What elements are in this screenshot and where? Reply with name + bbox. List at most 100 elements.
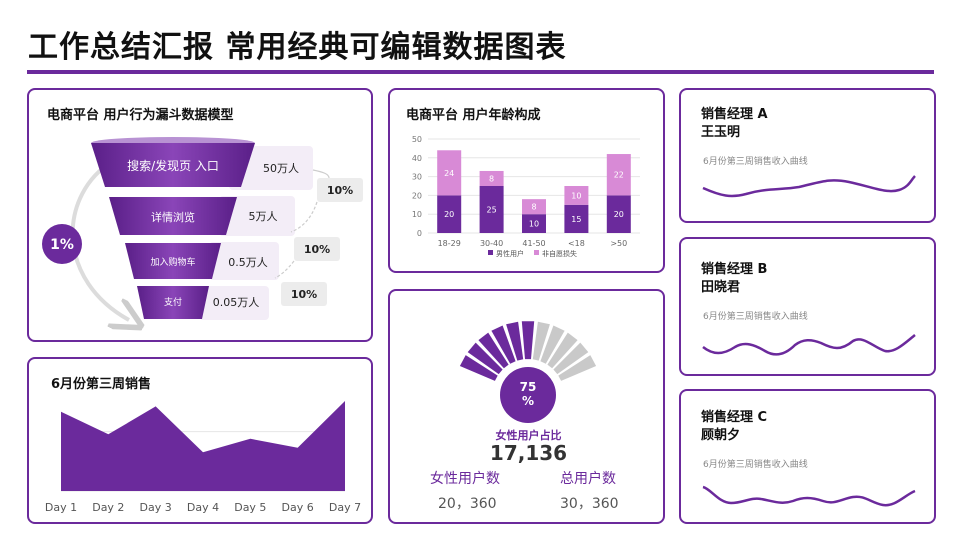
gauge-card: 75 % 女性用户占比 17,136 女性用户数 20，360 总用户数 30，… xyxy=(388,289,665,524)
age-ytick: 20 xyxy=(412,191,422,200)
manager-a-name: 王玉明 xyxy=(701,125,741,140)
rate-2: 10% xyxy=(304,243,330,256)
age-bar-chart: 0 10 20 30 40 50 20 24 18-29 25 8 30-40 10 8 41-50 15 1… xyxy=(412,135,640,258)
week-xtick: Day 4 xyxy=(187,501,219,514)
stage-value-4: 0.05万人 xyxy=(213,296,260,309)
age-bar xyxy=(479,186,504,233)
age-ytick: 50 xyxy=(412,135,422,144)
overall-rate: 1% xyxy=(50,237,74,253)
funnel-stage-3 xyxy=(125,243,221,279)
week-xtick: Day 5 xyxy=(234,501,266,514)
age-bar xyxy=(564,186,589,205)
funnel-chart: 1% 搜索/发现页 入口 详情浏览 加入购物车 支付 50万人 5万人 0.5万… xyxy=(42,137,363,342)
age-ytick: 40 xyxy=(412,154,422,163)
age-bar-label: 24 xyxy=(444,169,454,178)
female-users-value: 20，360 xyxy=(438,496,497,512)
gauge-segment xyxy=(540,325,565,364)
manager-card-b: 销售经理 B 田晓君 6月份第三周销售收入曲线 xyxy=(679,237,936,376)
age-xtick: 41-50 xyxy=(522,239,545,248)
age-bar-label: 8 xyxy=(489,174,494,183)
age-bar-label: 10 xyxy=(529,220,539,229)
legend-male: 男性用户 xyxy=(496,249,524,258)
total-users-label: 总用户数 xyxy=(560,471,616,487)
gauge-segment xyxy=(553,342,589,375)
rate-3: 10% xyxy=(291,288,317,301)
gauge-segment xyxy=(459,355,498,381)
funnel-title: 电商平台 用户行为漏斗数据模型 xyxy=(47,108,234,123)
stage-label-2: 详情浏览 xyxy=(151,210,195,224)
stage-panel-3 xyxy=(209,242,279,280)
weekly-area-chart: Day 1 Day 2 Day 3 Day 4 Day 5 Day 6 Day 7 xyxy=(45,400,361,514)
week-xtick: Day 2 xyxy=(92,501,124,514)
age-bar xyxy=(606,195,631,233)
age-bar xyxy=(564,204,589,233)
title-rule xyxy=(27,70,934,74)
stage-label-3: 加入购物车 xyxy=(150,256,195,268)
manager-c-name: 顾朝夕 xyxy=(701,428,741,443)
manager-c-title: 销售经理 C 顾朝夕 xyxy=(701,410,768,443)
gauge-percent: 75 xyxy=(520,380,537,394)
week-area-fill xyxy=(61,401,345,491)
stage-value-3: 0.5万人 xyxy=(228,256,268,269)
manager-b-title: 销售经理 B 田晓君 xyxy=(701,262,768,295)
gauge-segment xyxy=(467,342,503,375)
page-title: 工作总结汇报 常用经典可编辑数据图表 xyxy=(28,30,567,65)
rate-box-3 xyxy=(281,282,327,306)
legend-swatch-other xyxy=(534,250,539,255)
age-bar xyxy=(479,170,504,186)
gauge-chart: 75 % xyxy=(459,321,597,423)
manager-b-name: 田晓君 xyxy=(701,280,741,295)
age-xtick: 30-40 xyxy=(480,239,503,248)
gauge-segment xyxy=(547,332,578,369)
age-xtick: 18-29 xyxy=(438,239,461,248)
age-xtick: >50 xyxy=(610,239,627,248)
gauge-label: 女性用户占比 xyxy=(495,429,562,442)
funnel-stage-1 xyxy=(91,143,255,187)
gauge-center xyxy=(500,367,556,423)
manager-card-a: 销售经理 A 王玉明 6月份第三周销售收入曲线 xyxy=(679,88,936,223)
gauge-segment xyxy=(491,325,516,364)
connector-3 xyxy=(274,260,295,279)
stage-panel-2 xyxy=(219,196,295,236)
age-bar xyxy=(437,150,462,196)
total-users-value: 30，360 xyxy=(560,496,619,512)
week-xtick: Day 6 xyxy=(282,501,314,514)
weekly-title: 6月份第三周销售 xyxy=(51,377,152,392)
manager-card-c: 销售经理 C 顾朝夕 6月份第三周销售收入曲线 xyxy=(679,389,936,524)
overall-rate-circle xyxy=(42,224,82,264)
age-bar xyxy=(606,154,631,196)
age-bar xyxy=(437,195,462,233)
age-bar-label: 22 xyxy=(614,171,624,180)
age-bar-label: 10 xyxy=(571,191,581,200)
gauge-percent-unit: % xyxy=(522,394,534,408)
age-ytick: 10 xyxy=(412,210,422,219)
manager-a-curve xyxy=(702,175,916,198)
age-xtick: <18 xyxy=(568,239,585,248)
age-bar xyxy=(522,199,546,215)
manager-c-curve xyxy=(702,485,916,507)
funnel-stage-4 xyxy=(137,286,209,319)
manager-b-curve xyxy=(702,334,916,356)
gauge-segment xyxy=(506,321,524,361)
gauge-segment xyxy=(478,332,509,369)
age-chart-title: 电商平台 用户年龄构成 xyxy=(406,108,541,123)
age-ytick: 0 xyxy=(417,229,422,238)
rate-1: 10% xyxy=(327,184,353,197)
age-bar-label: 15 xyxy=(571,215,581,224)
manager-b-subtitle: 6月份第三周销售收入曲线 xyxy=(703,312,808,322)
rate-box-2 xyxy=(294,237,340,261)
funnel-stage-2 xyxy=(109,197,237,235)
stage-value-2: 5万人 xyxy=(249,210,278,223)
age-bar xyxy=(522,214,546,233)
gauge-value: 17,136 xyxy=(489,441,568,465)
age-card: 电商平台 用户年龄构成 0 10 20 30 40 50 20 24 18-29 25 8 30-4… xyxy=(388,88,665,273)
stage-value-1: 50万人 xyxy=(263,162,299,175)
legend-swatch-male xyxy=(488,250,493,255)
age-bar-label: 25 xyxy=(487,206,497,215)
legend-other: 非自愿损失 xyxy=(542,249,577,258)
stage-label-1: 搜索/发现页 入口 xyxy=(127,158,219,173)
week-xtick: Day 7 xyxy=(329,501,361,514)
manager-a-title: 销售经理 A 王玉明 xyxy=(701,107,768,140)
funnel-card: 电商平台 用户行为漏斗数据模型 1% xyxy=(27,88,373,342)
